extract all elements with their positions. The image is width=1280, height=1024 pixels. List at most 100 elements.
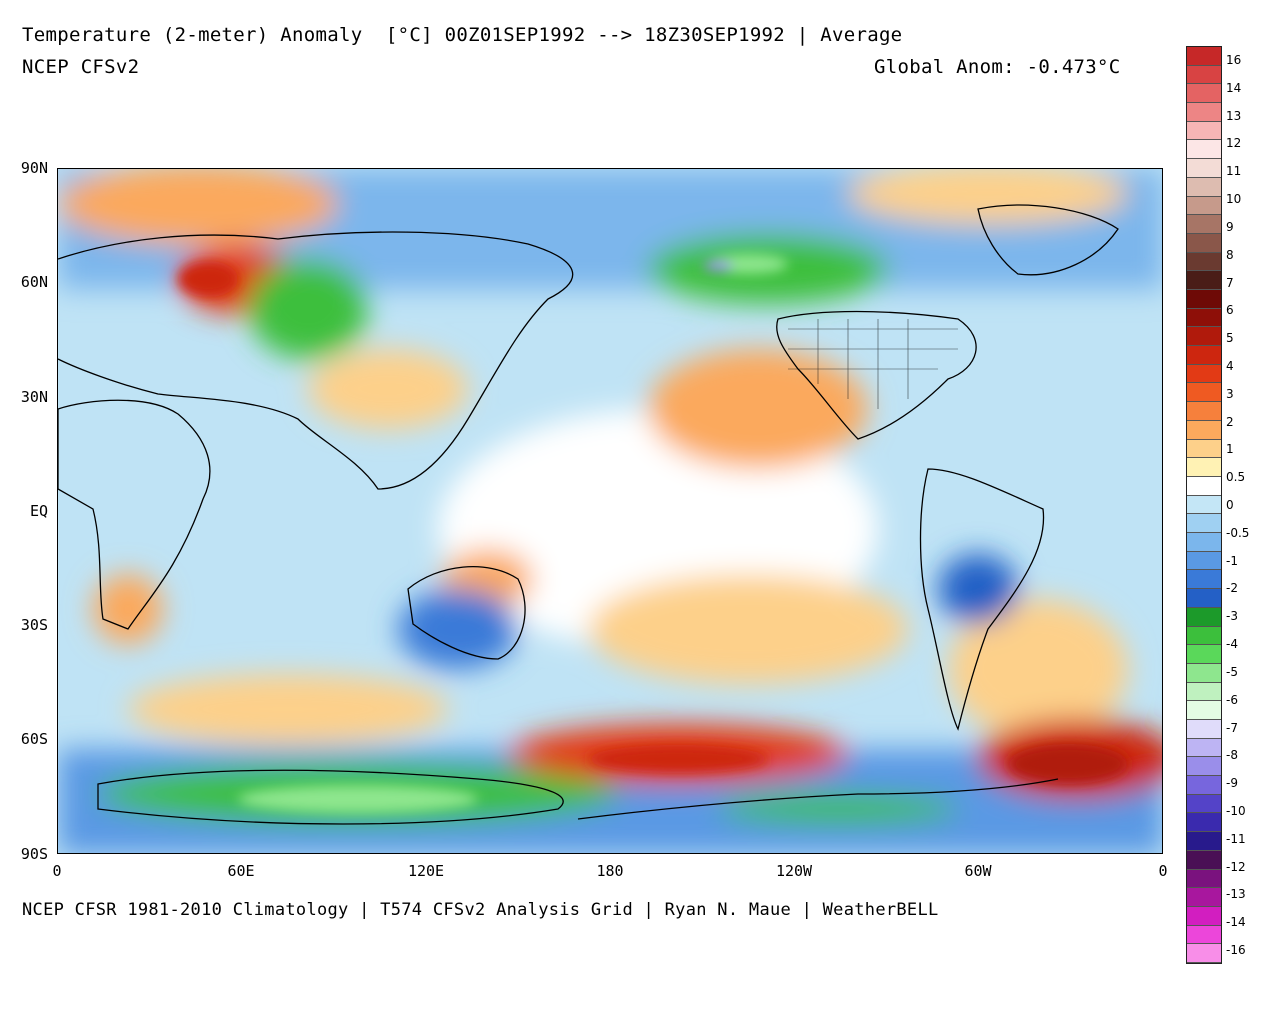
- lat-label-60s: 60S: [20, 730, 48, 748]
- colorbar-segment: [1187, 570, 1221, 590]
- colorbar-segment: [1187, 645, 1221, 664]
- colorbar-tick-label: 16: [1226, 53, 1242, 67]
- colorbar-segment: [1187, 906, 1221, 926]
- colorbar-tick-label: -10: [1226, 803, 1246, 818]
- colorbar-tick-label: -5: [1226, 664, 1238, 679]
- us-state-borders: [788, 319, 958, 409]
- colorbar: [1186, 46, 1222, 964]
- coastlines: [58, 204, 1119, 825]
- colorbar-tick-label: 0: [1226, 498, 1234, 512]
- lat-label-eq: EQ: [29, 502, 48, 520]
- colorbar-tick-label: -9: [1226, 776, 1238, 791]
- colorbar-segment: [1187, 551, 1221, 571]
- anomaly-detail: [178, 254, 1128, 813]
- lon-label-120e: 120E: [407, 862, 445, 880]
- lon-label-180: 180: [596, 862, 624, 880]
- colorbar-tick-label: -6: [1226, 692, 1238, 707]
- colorbar-tick-label: -1: [1226, 553, 1238, 568]
- colorbar-segment: [1187, 47, 1221, 66]
- colorbar-segment: [1187, 84, 1221, 104]
- lat-label-90s: 90S: [20, 845, 48, 863]
- colorbar-segment: [1187, 308, 1221, 328]
- colorbar-segment: [1187, 944, 1221, 963]
- colorbar-segment: [1187, 65, 1221, 85]
- colorbar-tick-label: -11: [1226, 831, 1246, 846]
- lat-label-30n: 30N: [20, 388, 48, 406]
- colorbar-segment: [1187, 271, 1221, 290]
- colorbar-tick-label: 2: [1226, 414, 1234, 429]
- chart-title: Temperature (2-meter) Anomaly [°C] 00Z01…: [22, 24, 903, 46]
- colorbar-tick-label: 10: [1226, 192, 1242, 207]
- colorbar-tick-label: 11: [1226, 164, 1242, 179]
- colorbar-segment: [1187, 159, 1221, 178]
- lon-label-60w: 60W: [964, 862, 992, 880]
- colorbar-tick-label: 5: [1226, 331, 1234, 346]
- lon-label-120w: 120W: [775, 862, 813, 880]
- colorbar-segment: [1187, 364, 1221, 384]
- colorbar-segment: [1187, 589, 1221, 608]
- colorbar-tick-label: -16: [1226, 943, 1246, 957]
- colorbar-segment: [1187, 177, 1221, 197]
- colorbar-segment: [1187, 346, 1221, 365]
- colorbar-tick-label: -2: [1226, 581, 1238, 596]
- colorbar-segment: [1187, 776, 1221, 795]
- colorbar-segment: [1187, 719, 1221, 739]
- colorbar-tick-label: 1: [1226, 442, 1234, 457]
- colorbar-tick-label: 0.5: [1226, 470, 1246, 485]
- colorbar-segment: [1187, 103, 1221, 122]
- colorbar-segment: [1187, 607, 1221, 627]
- colorbar-segment: [1187, 327, 1221, 347]
- colorbar-tick-label: 3: [1226, 386, 1234, 401]
- colorbar-segment: [1187, 420, 1221, 440]
- colorbar-tick-label: -3: [1226, 609, 1238, 624]
- lat-label-30s: 30S: [20, 616, 48, 634]
- colorbar-segment: [1187, 439, 1221, 459]
- colorbar-tick-label: 8: [1226, 247, 1234, 262]
- colorbar-segment: [1187, 458, 1221, 477]
- colorbar-tick-label: 14: [1226, 80, 1242, 95]
- colorbar-segment: [1187, 869, 1221, 889]
- colorbar-tick-label: -4: [1226, 637, 1238, 652]
- colorbar-segment: [1187, 832, 1221, 851]
- lat-label-60n: 60N: [20, 273, 48, 291]
- colorbar-tick-label: 9: [1226, 219, 1234, 234]
- colorbar-tick-label: -13: [1226, 887, 1246, 902]
- global-anomaly-value: Global Anom: -0.473°C: [874, 56, 1121, 78]
- colorbar-segment: [1187, 850, 1221, 870]
- model-name: NCEP CFSv2: [22, 56, 140, 78]
- colorbar-segment: [1187, 514, 1221, 534]
- colorbar-tick-label: 6: [1226, 303, 1234, 318]
- colorbar-segment: [1187, 290, 1221, 309]
- colorbar-segment: [1187, 121, 1221, 141]
- colorbar-segment: [1187, 233, 1221, 253]
- colorbar-segment: [1187, 252, 1221, 272]
- lat-label-90n: 90N: [20, 159, 48, 177]
- colorbar-tick-label: 12: [1226, 136, 1242, 151]
- colorbar-segment: [1187, 813, 1221, 833]
- colorbar-tick-label: -8: [1226, 748, 1238, 763]
- colorbar-tick-label: 4: [1226, 358, 1234, 373]
- colorbar-segment: [1187, 682, 1221, 702]
- colorbar-segment: [1187, 626, 1221, 646]
- lon-label-60e: 60E: [227, 862, 255, 880]
- anomaly-field: [58, 169, 1162, 853]
- colorbar-segment: [1187, 402, 1221, 421]
- lon-label-0: 0: [52, 862, 62, 880]
- colorbar-segment: [1187, 794, 1221, 814]
- colorbar-segment: [1187, 215, 1221, 234]
- colorbar-segment: [1187, 476, 1221, 496]
- colorbar-segment: [1187, 701, 1221, 720]
- colorbar-tick-label: -12: [1226, 859, 1246, 874]
- footer-credit: NCEP CFSR 1981-2010 Climatology | T574 C…: [22, 900, 939, 920]
- colorbar-segment: [1187, 663, 1221, 683]
- colorbar-segment: [1187, 196, 1221, 216]
- colorbar-segment: [1187, 925, 1221, 945]
- colorbar-segment: [1187, 888, 1221, 907]
- colorbar-segment: [1187, 495, 1221, 515]
- colorbar-segment: [1187, 738, 1221, 758]
- colorbar-segment: [1187, 140, 1221, 160]
- colorbar-tick-label: 13: [1226, 108, 1242, 123]
- anomaly-map-svg: [58, 169, 1162, 853]
- colorbar-segment: [1187, 757, 1221, 777]
- colorbar-tick-label: -0.5: [1226, 525, 1250, 540]
